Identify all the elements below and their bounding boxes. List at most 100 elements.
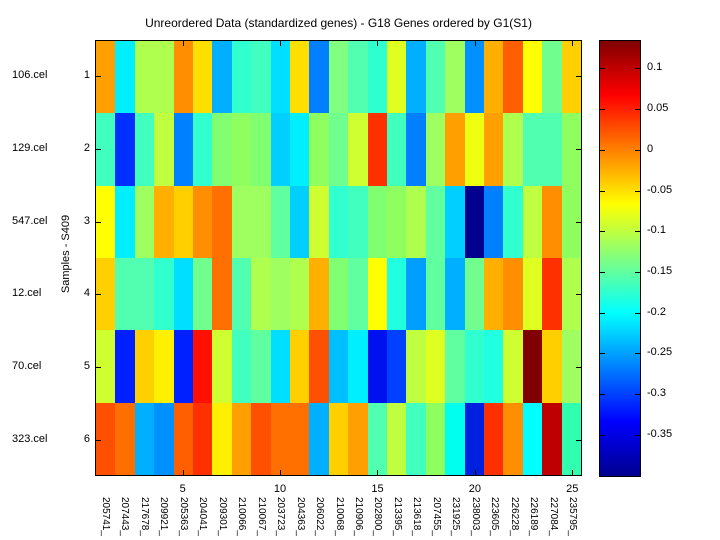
heatmap-cell: [503, 330, 523, 403]
heatmap-cell: [173, 41, 193, 114]
heatmap-cell: [309, 258, 329, 331]
gene-label: 206022_: [314, 497, 326, 536]
sample-label: 106.cel: [12, 69, 48, 82]
colorbar-tick: [600, 149, 605, 151]
y-axis-tick: [576, 76, 581, 78]
heatmap-cell: [406, 41, 426, 114]
x-tick-label: 5: [179, 483, 186, 495]
colorbar-tick: [635, 149, 640, 151]
heatmap-cell: [134, 185, 155, 258]
row-tick-label: 4: [83, 287, 90, 300]
colorbar-tick: [600, 393, 605, 395]
heatmap-cell: [212, 330, 232, 403]
colorbar-tick: [635, 68, 640, 70]
heatmap-cell: [445, 185, 465, 258]
heatmap-cell: [96, 41, 116, 114]
heatmap-cell: [134, 113, 155, 186]
x-axis-tick: [377, 470, 379, 475]
heatmap-cell: [134, 41, 155, 114]
heatmap-cell: [522, 113, 543, 186]
heatmap-cell: [309, 330, 329, 403]
colorbar-tick: [635, 312, 640, 314]
heatmap-cell: [154, 41, 174, 114]
heatmap-cell: [503, 402, 523, 475]
gene-label: 203723_: [275, 497, 287, 536]
y-axis-tick: [576, 221, 581, 223]
heatmap-cell: [561, 402, 581, 475]
colorbar-tick: [600, 353, 605, 355]
row-tick-label: 5: [83, 360, 90, 372]
colorbar-tick: [600, 109, 605, 111]
heatmap-cell: [270, 402, 290, 475]
heatmap-cell: [115, 185, 135, 258]
heatmap-grid: [96, 41, 581, 475]
heatmap-cell: [192, 258, 213, 331]
gene-label: 227084_: [547, 497, 559, 536]
heatmap-cell: [328, 258, 349, 331]
heatmap-cell: [386, 185, 407, 258]
heatmap-cell: [115, 258, 135, 331]
heatmap-cell: [251, 330, 271, 403]
heatmap-cell: [251, 402, 271, 475]
gene-label: 209921_: [158, 497, 170, 536]
heatmap-cell: [192, 113, 213, 186]
heatmap-cell: [231, 402, 252, 475]
colorbar-tick: [600, 68, 605, 70]
heatmap-cell: [192, 185, 213, 258]
x-axis-tick: [182, 470, 184, 475]
heatmap-cell: [289, 258, 310, 331]
gene-label: 209301_: [216, 497, 228, 536]
gene-label: 238003_: [469, 497, 481, 536]
gene-label: 207443_: [119, 497, 131, 536]
gene-label: 226228_: [508, 497, 520, 536]
heatmap-cell: [192, 330, 213, 403]
heatmap-cell: [231, 41, 252, 114]
heatmap-cell: [522, 185, 543, 258]
heatmap-cell: [289, 113, 310, 186]
gene-label: 223605_: [489, 497, 501, 536]
gene-label: 217678_: [138, 497, 150, 536]
heatmap-cell: [154, 330, 174, 403]
heatmap-cell: [115, 402, 135, 475]
heatmap-cell: [173, 330, 193, 403]
heatmap-cell: [212, 185, 232, 258]
heatmap-cell: [289, 402, 310, 475]
heatmap-cell: [328, 185, 349, 258]
heatmap-cell: [386, 330, 407, 403]
heatmap-cell: [212, 402, 232, 475]
gene-label: 205741_: [99, 497, 111, 536]
heatmap-cell: [367, 402, 387, 475]
heatmap-cell: [425, 402, 446, 475]
heatmap-cell: [328, 41, 349, 114]
heatmap-cell: [503, 113, 523, 186]
heatmap-cell: [348, 330, 368, 403]
heatmap-cell: [483, 185, 504, 258]
colorbar-tick-label: 0.05: [647, 102, 669, 115]
heatmap-cell: [154, 185, 174, 258]
heatmap-cell: [154, 402, 174, 475]
heatmap-cell: [464, 185, 484, 258]
colorbar-tick: [635, 190, 640, 192]
heatmap-cell: [561, 185, 581, 258]
heatmap-cell: [522, 258, 543, 331]
heatmap-cell: [445, 402, 465, 475]
x-tick-label: 25: [566, 483, 579, 495]
heatmap-cell: [154, 113, 174, 186]
heatmap-cell: [270, 113, 290, 186]
heatmap-cell: [348, 185, 368, 258]
heatmap-cell: [445, 113, 465, 186]
heatmap-cell: [483, 330, 504, 403]
colorbar-tick: [600, 434, 605, 436]
colorbar-tick-label: -0.2: [647, 305, 666, 318]
heatmap-cell: [367, 185, 387, 258]
heatmap-cell: [328, 113, 349, 186]
x-axis-tick: [474, 41, 476, 46]
gene-label: 204041_: [197, 497, 209, 536]
colorbar-tick: [600, 312, 605, 314]
heatmap-cell: [522, 402, 543, 475]
heatmap-cell: [192, 402, 213, 475]
heatmap-cell: [464, 41, 484, 114]
sample-label: 12.cel: [12, 287, 42, 300]
heatmap-cell: [270, 330, 290, 403]
gene-label: 210068_: [333, 497, 345, 536]
